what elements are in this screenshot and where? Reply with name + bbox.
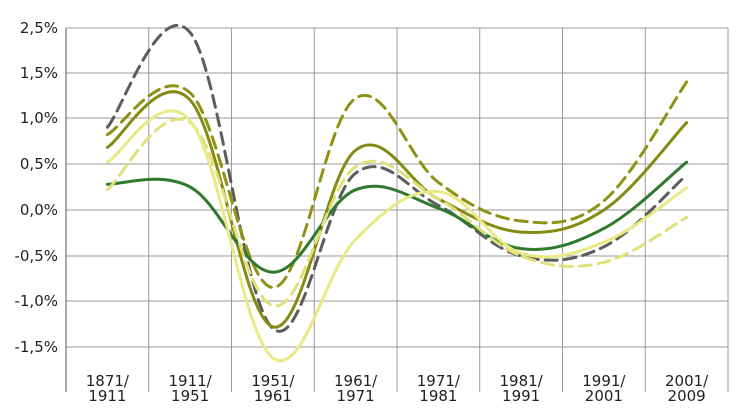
y-tick-label: 2,5% xyxy=(20,19,58,37)
x-tick-label: 2001/2009 xyxy=(665,372,709,405)
series-line-4 xyxy=(105,160,689,274)
y-tick-label: 1,0% xyxy=(20,109,58,127)
y-tick-labels: 2,5% 1,5% 1,0% 0,5% 0,0% -0,5% -1,0% -1,5% xyxy=(14,19,58,356)
x-tick-labels: 1871/1911 1911/1951 1951/1961 1961/1971 1971… xyxy=(86,372,709,405)
y-tick-label: 0,0% xyxy=(20,201,58,219)
x-tick-label: 1951/1961 xyxy=(251,372,295,405)
x-tick-label: 1991/2001 xyxy=(582,372,626,405)
y-tick-label: -0,5% xyxy=(14,247,58,265)
x-tick-label: 1871/1911 xyxy=(86,372,130,405)
x-tick-label: 1911/1951 xyxy=(169,372,213,405)
y-tick-label: -1,5% xyxy=(14,338,58,356)
x-tick-label: 1981/1991 xyxy=(500,372,544,405)
series-line-2 xyxy=(105,80,689,290)
y-tick-label: 0,5% xyxy=(20,155,58,173)
x-tick-label: 1971/1981 xyxy=(417,372,461,405)
series-lines xyxy=(105,23,689,363)
grid xyxy=(65,27,729,392)
series-line-6 xyxy=(105,109,689,363)
series-line-1 xyxy=(105,23,689,333)
x-tick-label: 1961/1971 xyxy=(334,372,378,405)
y-tick-label: 1,5% xyxy=(20,64,58,82)
y-tick-label: -1,0% xyxy=(14,292,58,310)
series-line-3 xyxy=(105,90,689,329)
